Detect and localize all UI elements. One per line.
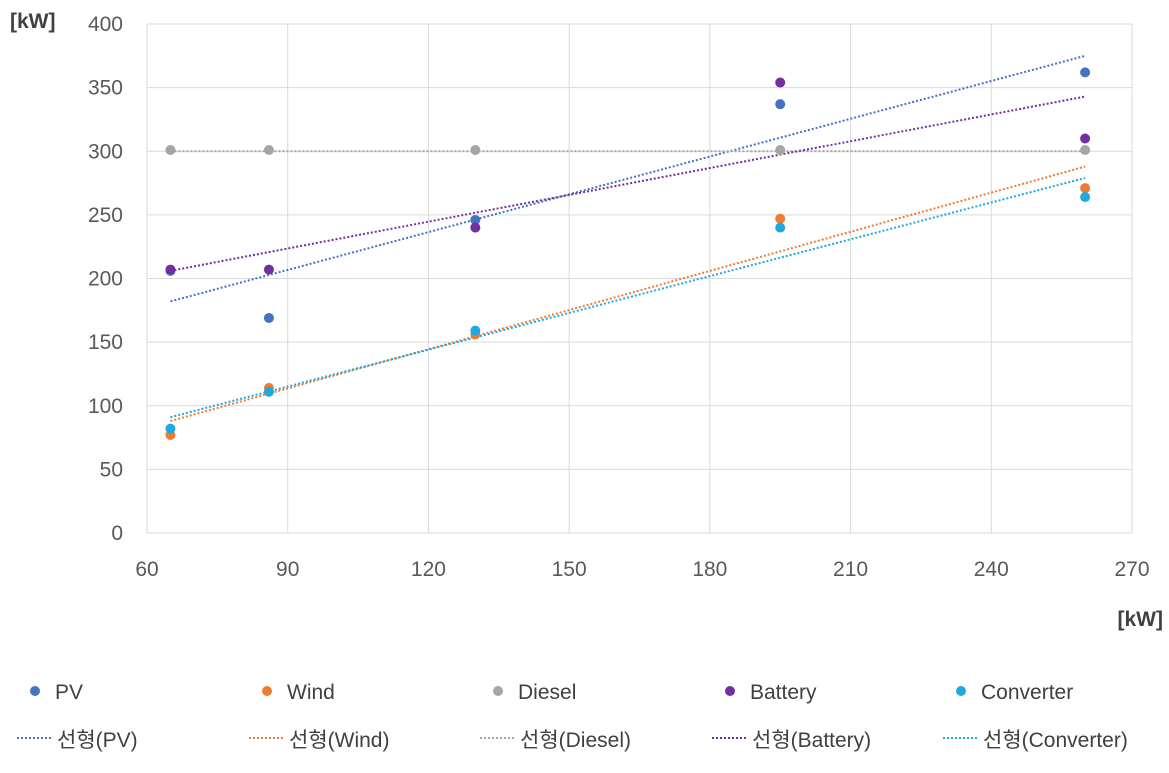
legend-trend-label-pv: 선형(PV)	[57, 729, 138, 752]
point-wind	[775, 213, 786, 224]
x-tick-label: 60	[135, 558, 158, 581]
point-pv	[1080, 67, 1091, 78]
y-tick-label: 350	[88, 77, 123, 100]
point-pv	[775, 99, 786, 110]
point-converter	[165, 423, 176, 434]
y-tick-label: 50	[100, 458, 123, 481]
trendline-wind	[170, 165, 1086, 422]
x-tick-label: 240	[974, 558, 1009, 581]
y-tick-label: 300	[88, 140, 123, 163]
point-converter	[263, 386, 274, 397]
legend-trend-label-converter: 선형(Converter)	[983, 729, 1128, 752]
legend-trend-label-diesel: 선형(Diesel)	[520, 729, 631, 752]
data-points	[165, 67, 1091, 441]
legend-marker-diesel	[493, 686, 503, 696]
point-battery	[1080, 133, 1091, 144]
y-tick-label: 250	[88, 204, 123, 227]
y-tick-label: 0	[111, 522, 123, 545]
x-tick-label: 120	[411, 558, 446, 581]
y-tick-label: 400	[88, 13, 123, 36]
point-converter	[1080, 192, 1091, 203]
legend-label-diesel: Diesel	[518, 681, 576, 704]
point-battery	[775, 77, 786, 88]
y-axis-label: [kW]	[10, 10, 56, 33]
point-wind	[1080, 183, 1091, 194]
point-battery	[165, 264, 176, 275]
legend-marker-converter	[956, 686, 966, 696]
legend-label-wind: Wind	[287, 681, 335, 704]
x-tick-label: 270	[1114, 558, 1149, 581]
point-diesel	[1080, 144, 1091, 155]
legend: PV 선형(PV) Wind 선형(Wind) Diesel 선형(Diesel) Batt…	[17, 681, 1128, 752]
x-tick-label: 210	[833, 558, 868, 581]
y-tick-label: 100	[88, 395, 123, 418]
point-battery	[263, 264, 274, 275]
point-pv	[263, 312, 274, 323]
legend-label-pv: PV	[55, 681, 83, 704]
grid	[146, 23, 1133, 534]
trendline-pv	[170, 54, 1086, 303]
legend-marker-pv	[30, 686, 40, 696]
point-battery	[470, 222, 481, 233]
point-diesel	[165, 144, 176, 155]
point-diesel	[775, 144, 786, 155]
x-tick-label: 90	[276, 558, 299, 581]
legend-marker-wind	[262, 686, 272, 696]
point-converter	[470, 325, 481, 336]
x-tick-label: 150	[552, 558, 587, 581]
trendlines	[170, 54, 1086, 422]
trendline-battery	[170, 95, 1086, 272]
trendline-converter	[170, 177, 1086, 419]
x-tick-label: 180	[692, 558, 727, 581]
legend-label-converter: Converter	[981, 681, 1073, 704]
legend-trend-label-wind: 선형(Wind)	[289, 729, 389, 752]
legend-marker-battery	[725, 686, 735, 696]
x-axis-label: [kW]	[1118, 608, 1164, 631]
legend-label-battery: Battery	[750, 681, 817, 704]
point-converter	[775, 222, 786, 233]
y-tick-label: 200	[88, 268, 123, 291]
point-pv	[470, 214, 481, 225]
point-diesel	[470, 144, 481, 155]
legend-trend-label-battery: 선형(Battery)	[752, 729, 871, 752]
y-tick-label: 150	[88, 331, 123, 354]
point-diesel	[263, 144, 274, 155]
tick-labels: 0 50 100 150 200 250 300 350 400 60 90 120 150 180 210…	[88, 13, 1150, 581]
